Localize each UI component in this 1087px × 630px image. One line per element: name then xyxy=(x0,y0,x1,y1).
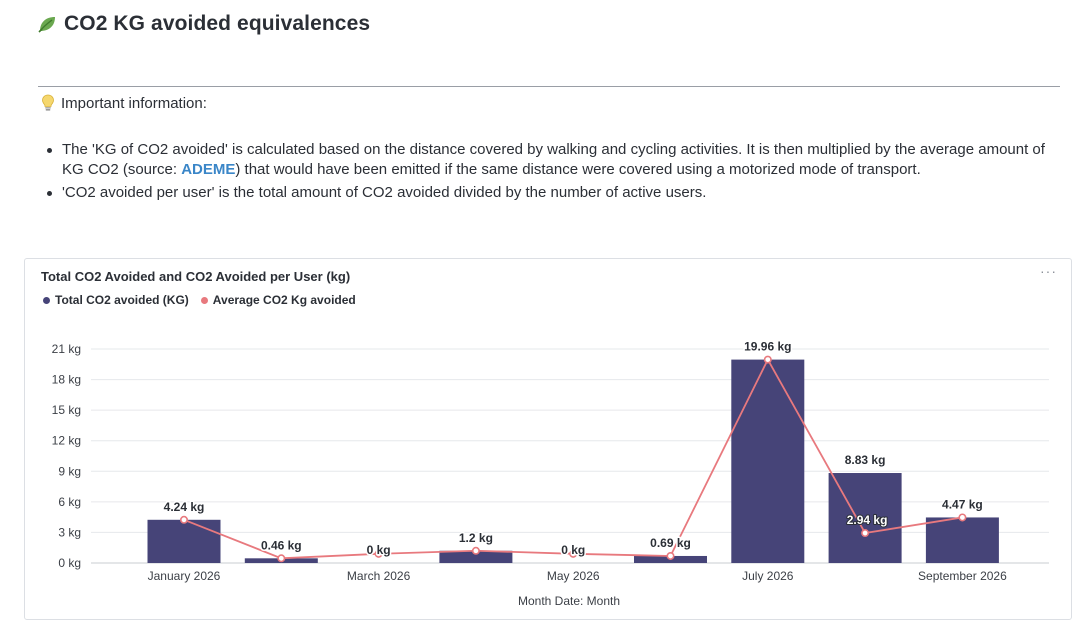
info-bullet-2: 'CO2 avoided per user' is the total amou… xyxy=(47,183,1052,203)
chart-legend: Total CO2 avoided (KG) Average CO2 Kg av… xyxy=(43,293,356,307)
y-tick-label: 21 kg xyxy=(52,342,81,356)
x-tick-label: January 2026 xyxy=(148,569,221,583)
y-tick-label: 18 kg xyxy=(52,373,81,387)
bar xyxy=(925,517,999,563)
line-point xyxy=(569,549,578,558)
info-bullet-1-text-start: The 'KG of CO2 avoided' is calculated ba… xyxy=(62,141,1045,178)
bar-data-label: 0.46 kg xyxy=(261,538,302,552)
line-point xyxy=(958,513,967,522)
line-point xyxy=(374,549,383,558)
line-point xyxy=(861,529,870,538)
info-heading: Important information: xyxy=(40,94,207,112)
y-tick-label: 3 kg xyxy=(58,525,81,539)
y-tick-label: 12 kg xyxy=(52,434,81,448)
lightbulb-icon xyxy=(42,94,54,111)
bar-data-label: 0 kg xyxy=(367,543,391,557)
page-title: CO2 KG avoided equivalences xyxy=(64,12,371,35)
bar-data-label: 8.83 kg xyxy=(845,453,886,467)
line-point xyxy=(277,554,286,563)
y-tick-label: 9 kg xyxy=(58,464,81,478)
x-axis-title: Month Date: Month xyxy=(518,594,620,608)
line-point xyxy=(180,515,189,524)
x-tick-label: May 2026 xyxy=(547,569,600,583)
bar-data-label: 1.2 kg xyxy=(459,531,493,545)
legend-label-average: Average CO2 Kg avoided xyxy=(212,293,356,307)
bar-data-label: 4.24 kg xyxy=(164,500,205,514)
y-tick-label: 15 kg xyxy=(52,403,81,417)
bar-data-label: 0 kg xyxy=(561,543,585,557)
info-bullet-1: The 'KG of CO2 avoided' is calculated ba… xyxy=(47,140,1052,180)
y-tick-label: 0 kg xyxy=(58,556,81,570)
page-header: CO2 KG avoided equivalences xyxy=(36,12,370,36)
info-list: The 'KG of CO2 avoided' is calculated ba… xyxy=(47,140,1052,206)
divider xyxy=(38,86,1060,87)
chart-plot: 0 kg 3 kg 6 kg 9 kg 12 kg 15 kg 18 kg 21 kg 4.24… xyxy=(52,338,1049,608)
more-options-button[interactable]: ··· xyxy=(1040,263,1057,279)
info-bullet-1-text-end: ) that would have been emitted if the sa… xyxy=(235,161,921,178)
legend-dot-average xyxy=(200,296,208,304)
chart-card: Total CO2 Avoided and CO2 Avoided per Us… xyxy=(24,258,1072,620)
y-tick-label: 6 kg xyxy=(58,495,81,509)
line-point xyxy=(763,355,772,364)
leaf-icon xyxy=(38,17,55,33)
line-point xyxy=(666,551,675,560)
info-heading-text: Important information: xyxy=(61,94,207,112)
legend-label-total: Total CO2 avoided (KG) xyxy=(55,293,189,307)
line-data-label: 2.94 kg xyxy=(847,513,888,527)
x-tick-label: September 2026 xyxy=(918,569,1007,583)
bar xyxy=(147,519,221,563)
legend-item-average[interactable]: Average CO2 Kg avoided xyxy=(200,293,356,307)
bar-data-label: 0.69 kg xyxy=(650,536,691,550)
legend-item-total[interactable]: Total CO2 avoided (KG) xyxy=(43,293,189,307)
bar xyxy=(731,359,805,563)
line-point xyxy=(471,546,480,555)
ademe-link[interactable]: ADEME xyxy=(181,161,236,178)
bar xyxy=(439,550,513,563)
chart-title: Total CO2 Avoided and CO2 Avoided per Us… xyxy=(41,269,351,284)
x-tick-label: July 2026 xyxy=(742,569,794,583)
bar-data-label: 19.96 kg xyxy=(744,340,791,354)
x-tick-label: March 2026 xyxy=(347,569,411,583)
bar-data-label: 4.47 kg xyxy=(942,497,983,511)
legend-dot-total xyxy=(43,296,50,304)
